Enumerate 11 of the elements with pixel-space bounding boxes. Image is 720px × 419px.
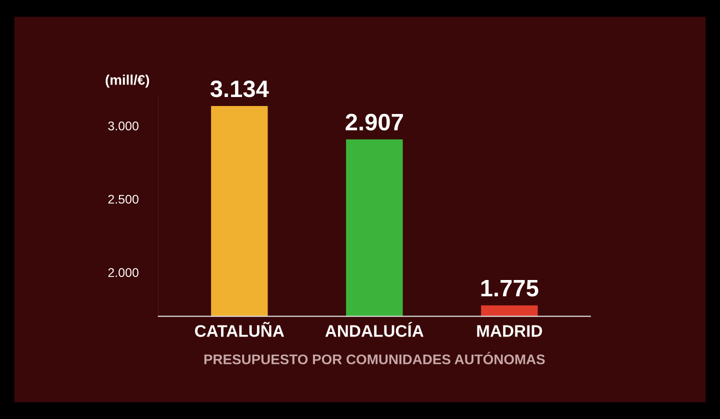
y-tick-label: 3.000 (108, 122, 138, 130)
x-tick-label: ANDALUCÍA (325, 322, 424, 337)
x-tick-label: CATALUÑA (195, 322, 284, 337)
data-label: 2.907 (346, 114, 403, 131)
y-tick-label: 2.500 (108, 194, 138, 204)
data-label: 1.775 (481, 280, 538, 297)
x-tick-label: MADRID (477, 325, 542, 337)
x-axis-title: PRESUPUESTO POR COMUNIDADES AUTÓNOMAS (204, 352, 545, 364)
data-label: 3.134 (210, 80, 269, 98)
y-axis-title: (mill/€) (106, 74, 150, 88)
y-tick-label: 2.000 (108, 268, 138, 277)
